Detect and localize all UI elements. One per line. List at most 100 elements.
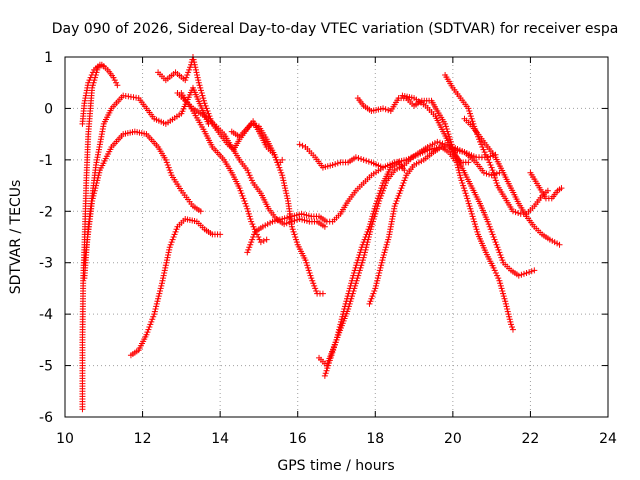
data-point — [114, 82, 121, 89]
data-point — [172, 228, 179, 235]
data-point — [454, 162, 461, 168]
data-point — [282, 185, 289, 192]
data-point — [279, 156, 286, 163]
data-point — [374, 198, 381, 204]
data-point — [370, 208, 377, 215]
data-point — [162, 262, 169, 269]
data-point — [283, 190, 290, 197]
data-point — [506, 316, 513, 323]
data-point — [306, 270, 313, 276]
data-point — [255, 234, 262, 240]
data-point — [94, 177, 101, 184]
data-point — [143, 331, 150, 338]
series-track-18 — [461, 115, 563, 248]
data-point — [245, 210, 252, 217]
data-point — [337, 321, 344, 328]
series-track-2 — [79, 61, 107, 127]
data-point — [347, 282, 354, 289]
data-point — [458, 177, 465, 184]
data-point — [89, 198, 96, 204]
data-point — [382, 106, 389, 113]
data-point — [336, 324, 343, 330]
data-point — [146, 324, 153, 330]
data-point — [502, 298, 509, 305]
data-point — [260, 237, 267, 244]
series-track-19 — [527, 169, 565, 202]
data-point — [361, 236, 368, 243]
data-point — [194, 74, 201, 81]
data-point — [93, 180, 100, 186]
data-point — [312, 285, 319, 292]
data-point — [166, 246, 173, 253]
data-point — [396, 190, 403, 197]
data-point — [321, 372, 328, 379]
y-tick-label: 1 — [44, 50, 53, 66]
data-point — [360, 239, 367, 246]
data-point — [509, 208, 516, 215]
data-point — [368, 216, 375, 222]
data-point — [484, 218, 491, 225]
data-point — [248, 218, 255, 225]
data-point — [502, 300, 509, 307]
data-marks — [79, 54, 565, 413]
data-point — [504, 308, 511, 315]
data-point — [280, 177, 287, 184]
data-point — [379, 257, 386, 264]
data-point — [155, 295, 162, 302]
data-point — [355, 254, 362, 261]
series-track-16 — [399, 92, 538, 279]
data-point — [192, 64, 199, 71]
series-track-13 — [321, 138, 499, 379]
data-point — [468, 210, 475, 217]
data-point — [459, 180, 466, 186]
x-tick-label: 18 — [366, 431, 384, 447]
data-point — [340, 308, 347, 315]
data-point — [509, 324, 516, 330]
y-tick-label: -6 — [39, 410, 53, 426]
data-point — [493, 241, 500, 248]
data-point — [556, 241, 563, 248]
series-track-6 — [155, 54, 286, 168]
data-point — [250, 234, 257, 240]
data-point — [455, 164, 462, 171]
data-point — [464, 195, 471, 202]
data-point — [244, 205, 251, 212]
y-tick-label: 0 — [44, 101, 53, 117]
data-point — [362, 234, 369, 240]
data-point — [489, 231, 496, 238]
data-point — [167, 241, 174, 248]
data-point — [466, 108, 473, 114]
series-track-14 — [316, 159, 408, 369]
data-point — [392, 200, 399, 207]
data-point — [490, 264, 497, 271]
data-point — [460, 185, 467, 192]
data-point — [363, 231, 370, 238]
data-point — [244, 249, 251, 256]
data-point — [350, 270, 357, 276]
data-point — [162, 264, 169, 271]
data-point — [154, 298, 161, 305]
data-point — [544, 187, 551, 194]
data-point — [339, 313, 346, 320]
data-point — [157, 285, 164, 292]
data-point — [158, 282, 165, 289]
data-point — [369, 293, 376, 300]
data-point — [311, 282, 318, 289]
data-point — [506, 313, 513, 320]
data-point — [375, 272, 382, 279]
data-point — [89, 69, 96, 76]
data-point — [523, 270, 530, 276]
data-point — [365, 158, 372, 165]
data-point — [352, 264, 359, 271]
data-point — [382, 244, 389, 251]
x-tick-label: 12 — [134, 431, 152, 447]
data-point — [334, 160, 341, 167]
x-tick-label: 20 — [444, 431, 462, 447]
data-point — [167, 169, 174, 176]
data-point — [242, 200, 249, 207]
data-point — [237, 187, 244, 194]
data-point — [197, 84, 204, 91]
data-point — [470, 216, 477, 222]
data-point — [356, 267, 363, 274]
data-point — [182, 77, 189, 84]
